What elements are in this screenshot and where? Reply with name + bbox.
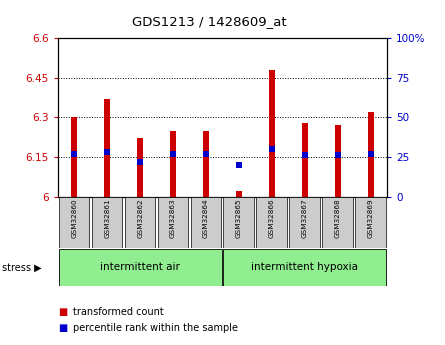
Text: stress ▶: stress ▶ [2, 263, 42, 272]
Point [71, 151, 78, 157]
Bar [137, 138, 143, 197]
Point [170, 151, 177, 157]
Text: intermittent hypoxia: intermittent hypoxia [251, 263, 358, 272]
FancyBboxPatch shape [158, 197, 188, 248]
FancyBboxPatch shape [256, 197, 287, 248]
Bar [104, 99, 110, 197]
Bar [71, 117, 77, 197]
Bar [335, 125, 341, 197]
FancyBboxPatch shape [223, 249, 386, 286]
Text: GSM32868: GSM32868 [335, 198, 341, 238]
Text: GSM32866: GSM32866 [269, 198, 275, 238]
Text: GSM32862: GSM32862 [137, 198, 143, 238]
Text: percentile rank within the sample: percentile rank within the sample [73, 324, 239, 333]
Text: intermittent air: intermittent air [100, 263, 180, 272]
Bar [368, 112, 374, 197]
Bar [269, 70, 275, 197]
Point [235, 162, 243, 168]
Point [104, 149, 111, 155]
Bar [170, 130, 176, 197]
Text: GSM32869: GSM32869 [368, 198, 374, 238]
Text: ■: ■ [58, 324, 67, 333]
Point [367, 151, 374, 157]
FancyBboxPatch shape [322, 197, 352, 248]
Bar [302, 122, 308, 197]
Bar [236, 191, 242, 197]
Text: GSM32864: GSM32864 [203, 198, 209, 238]
Point [137, 159, 144, 165]
Text: GSM32867: GSM32867 [302, 198, 308, 238]
Text: GSM32863: GSM32863 [170, 198, 176, 238]
FancyBboxPatch shape [59, 249, 222, 286]
FancyBboxPatch shape [125, 197, 155, 248]
Text: ■: ■ [58, 307, 67, 317]
Point [334, 152, 341, 158]
FancyBboxPatch shape [92, 197, 122, 248]
Point [202, 151, 210, 157]
FancyBboxPatch shape [223, 197, 254, 248]
Text: GSM32860: GSM32860 [71, 198, 77, 238]
Text: GDS1213 / 1428609_at: GDS1213 / 1428609_at [132, 16, 287, 29]
FancyBboxPatch shape [59, 197, 89, 248]
Text: transformed count: transformed count [73, 307, 164, 317]
Text: GSM32861: GSM32861 [104, 198, 110, 238]
Text: GSM32865: GSM32865 [236, 198, 242, 238]
FancyBboxPatch shape [289, 197, 320, 248]
Point [268, 146, 275, 152]
Bar [203, 130, 209, 197]
Point [301, 152, 308, 158]
FancyBboxPatch shape [190, 197, 221, 248]
FancyBboxPatch shape [355, 197, 385, 248]
